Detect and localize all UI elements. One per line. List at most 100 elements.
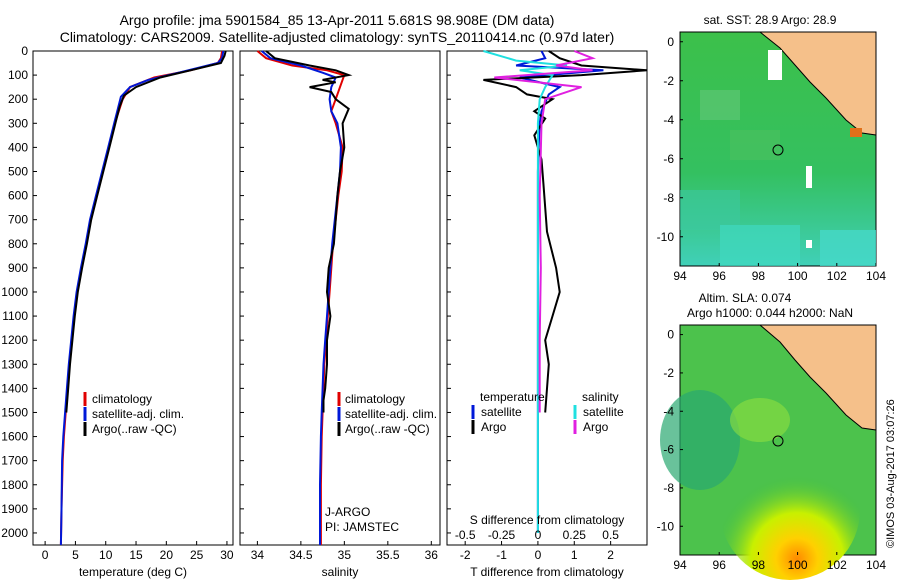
sst-map-noise <box>680 90 876 266</box>
x-tick-label: 30 <box>220 548 234 562</box>
sst-map-land <box>758 31 877 136</box>
legend-argo-label: Argo(..raw -QC) <box>345 422 430 436</box>
float-program: J-ARGO <box>325 505 370 519</box>
map-x-tick-label: 100 <box>788 558 808 572</box>
sst-cloud-mask <box>806 166 812 188</box>
x-tick-label: 0 <box>535 548 542 562</box>
y-tick-label: 500 <box>8 164 28 178</box>
sst-patch <box>720 225 800 266</box>
difference-frame <box>446 50 648 546</box>
map-y-tick-label: -4 <box>663 113 674 127</box>
series-argo <box>265 50 353 413</box>
salinity-legend: climatology satellite-adj. clim. Argo(..… <box>337 392 437 436</box>
y-tick-label: 1800 <box>1 478 28 492</box>
x-tick-label: 2 <box>607 548 614 562</box>
map-x-tick-label: 104 <box>866 269 886 283</box>
difference-legend: temperature satellite Argo salinity sate… <box>471 390 624 434</box>
map-x-tick-label: 102 <box>827 269 847 283</box>
sla-map-panel: Altim. SLA: 0.074 Argo h1000: 0.044 h200… <box>657 291 887 580</box>
map-x-tick-label: 102 <box>827 558 847 572</box>
sla-blob-yellow <box>720 440 860 580</box>
x-tick-label: 10 <box>99 548 113 562</box>
series-s-argo <box>494 50 597 413</box>
y-tick-label: 600 <box>8 189 28 203</box>
x-tick-label: -2 <box>460 548 471 562</box>
salinity-xlabel: salinity <box>322 565 359 579</box>
series-satellite <box>59 50 225 546</box>
series-argo <box>65 50 227 413</box>
depth-axis: 0 100 200 300 400 500 600 700 800 900 1000 1100 1200… <box>1 44 37 540</box>
y-tick-label: 1400 <box>1 381 28 395</box>
map-y-tick-label: -6 <box>663 443 674 457</box>
legend-s-argo-label: Argo <box>583 420 609 434</box>
x-tick-label: 1 <box>571 548 578 562</box>
s-scale-label: -0.5 <box>455 528 476 542</box>
s-scale-label: -0.25 <box>488 528 516 542</box>
map-y-tick-label: -8 <box>663 191 674 205</box>
s-scale-label: 0.5 <box>602 528 619 542</box>
map-y-tick-label: -4 <box>663 404 674 418</box>
y-tick-label: 400 <box>8 140 28 154</box>
map-x-tick-label: 94 <box>673 269 687 283</box>
sst-argo-position <box>772 144 784 156</box>
sst-patch <box>700 90 740 120</box>
map-x-tick-label: 96 <box>713 558 727 572</box>
y-tick-label: 1200 <box>1 333 28 347</box>
s-difference-scale: -0.5 -0.25 0 0.25 0.5 <box>455 528 619 542</box>
sla-blob-dark <box>660 390 740 490</box>
sst-patch <box>820 230 876 266</box>
x-tick-label: 34 <box>251 548 265 562</box>
map-y-tick-label: -8 <box>663 481 674 495</box>
map-x-tick-label: 94 <box>673 558 687 572</box>
sst-map-panel: sat. SST: 28.9 Argo: 28.9 94 96 98 100 102 10… <box>657 13 887 283</box>
legend-satellite-label: satellite-adj. clim. <box>345 407 437 421</box>
difference-xlabel-s: S difference from climatology <box>470 513 625 527</box>
y-tick-label: 1700 <box>1 454 28 468</box>
temperature-panel: 0100200300400500600700800900100011001200… <box>1 44 234 579</box>
y-tick-label: 100 <box>8 68 28 82</box>
legend-temperature-title: temperature <box>480 390 545 404</box>
sst-map-title: sat. SST: 28.9 Argo: 28.9 <box>704 13 837 27</box>
legend-salinity-title: salinity <box>582 390 619 404</box>
sla-argo-position <box>772 435 784 447</box>
legend-climatology-label: climatology <box>92 392 152 406</box>
x-tick-label: -1 <box>496 548 507 562</box>
sla-map-axes: 94 96 98 100 102 104 -10 -8 -6 -4 -2 0 <box>657 328 887 572</box>
y-tick-label: 200 <box>8 92 28 106</box>
sla-blob-light <box>730 398 790 442</box>
sst-map-axes: 94 96 98 100 102 104 -10 -8 -6 -4 -2 0 <box>657 35 887 283</box>
legend-satellite-label: satellite-adj. clim. <box>92 407 184 421</box>
y-tick-label: 1600 <box>1 430 28 444</box>
map-y-tick-label: -10 <box>657 519 675 533</box>
salinity-y-ticks <box>240 50 244 534</box>
s-scale-label: 0.25 <box>563 528 587 542</box>
map-y-tick-label: 0 <box>667 35 674 49</box>
legend-climatology-label: climatology <box>345 392 405 406</box>
difference-x-axis: -2 -1 0 1 2 <box>460 541 614 562</box>
difference-panel: -2 -1 0 1 2 T difference from climatology S … <box>446 50 648 579</box>
map-x-tick-label: 98 <box>752 558 766 572</box>
difference-lines <box>483 50 648 533</box>
salinity-frame <box>239 50 441 546</box>
x-tick-label: 5 <box>72 548 79 562</box>
temperature-xlabel: temperature (deg C) <box>79 565 187 579</box>
map-x-tick-label: 104 <box>866 558 886 572</box>
salinity-lines <box>256 50 353 545</box>
legend-argo-label: Argo(..raw -QC) <box>92 422 177 436</box>
map-y-tick-label: -10 <box>657 230 675 244</box>
s-scale-label: 0 <box>535 528 542 542</box>
sst-patch <box>680 190 740 230</box>
sla-map-title2: Argo h1000: 0.044 h2000: NaN <box>687 306 853 320</box>
x-tick-label: 35 <box>338 548 352 562</box>
y-tick-label: 1300 <box>1 357 28 371</box>
x-tick-label: 20 <box>160 548 174 562</box>
salinity-x-axis: 34 34.5 35 35.5 36 <box>251 541 438 562</box>
x-tick-label: 35.5 <box>376 548 400 562</box>
header-line2: Climatology: CARS2009. Satellite-adjuste… <box>60 29 615 45</box>
float-pi: PI: JAMSTEC <box>325 520 399 534</box>
y-tick-label: 0 <box>21 44 28 58</box>
series-t-argo <box>483 50 648 413</box>
legend-t-satellite-label: satellite <box>481 405 522 419</box>
y-tick-label: 1000 <box>1 285 28 299</box>
